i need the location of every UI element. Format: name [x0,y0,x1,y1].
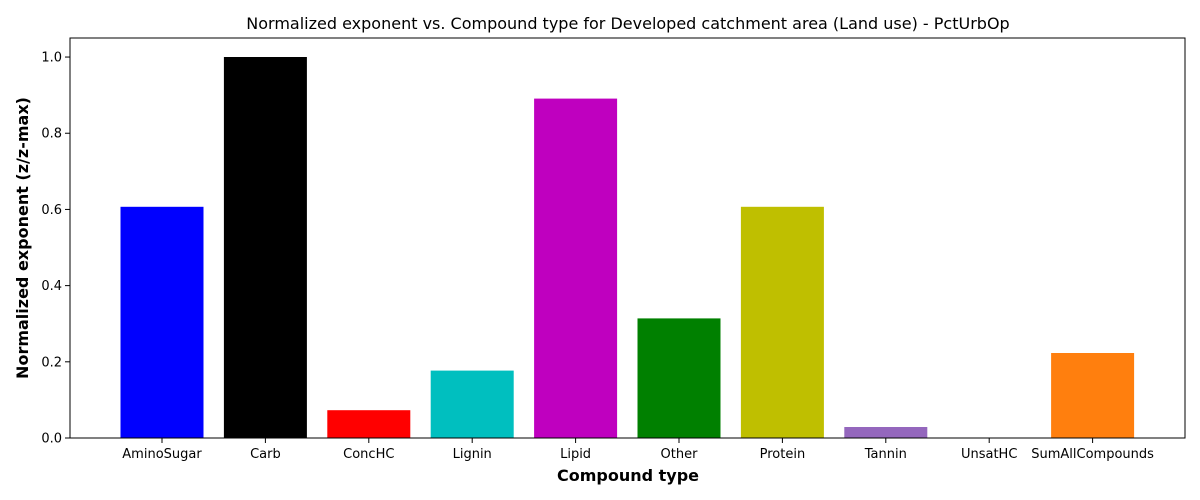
y-axis-ticks: 0.0 0.2 0.4 0.6 0.8 1.0 [41,51,70,447]
x-tick-label-protein: Protein [760,447,806,462]
x-tick-label-other: Other [661,447,699,462]
x-axis-label: Compound type [557,466,699,485]
bars-group [120,57,1135,438]
bar-lipid [534,98,618,438]
plot-frame [69,37,1186,439]
chart-title: Normalized exponent vs. Compound type fo… [246,14,1009,33]
x-tick-label-carb: Carb [250,447,281,462]
y-tick-label: 1.0 [41,51,62,66]
x-tick-label-lignin: Lignin [453,447,492,462]
bar-conchc [327,410,411,438]
bar-other [637,318,721,438]
x-tick-label-sumallcompounds: SumAllCompounds [1031,447,1154,462]
bar-tannin [844,427,928,438]
bar-sumallcompounds [1051,353,1135,438]
x-tick-label-lipid: Lipid [560,447,591,462]
y-axis-label: Normalized exponent (z/z-max) [13,97,32,379]
x-tick-label-aminosugar: AminoSugar [122,447,202,462]
y-tick-label: 0.0 [41,432,62,447]
x-tick-label-conchc: ConcHC [343,447,394,462]
y-tick-label: 0.8 [41,127,62,142]
y-tick-label: 0.6 [41,203,62,218]
bar-aminosugar [120,206,204,438]
y-tick-label: 0.2 [41,355,62,370]
x-tick-label-unsathc: UnsatHC [961,447,1017,462]
x-axis-ticks: AminoSugar Carb ConcHC Lignin Lipid Other Prot… [122,438,1154,462]
bar-lignin [430,370,514,438]
bar-carb [223,57,307,438]
bar-protein [740,206,824,438]
x-tick-label-tannin: Tannin [864,447,907,462]
y-tick-label: 0.4 [41,279,62,294]
